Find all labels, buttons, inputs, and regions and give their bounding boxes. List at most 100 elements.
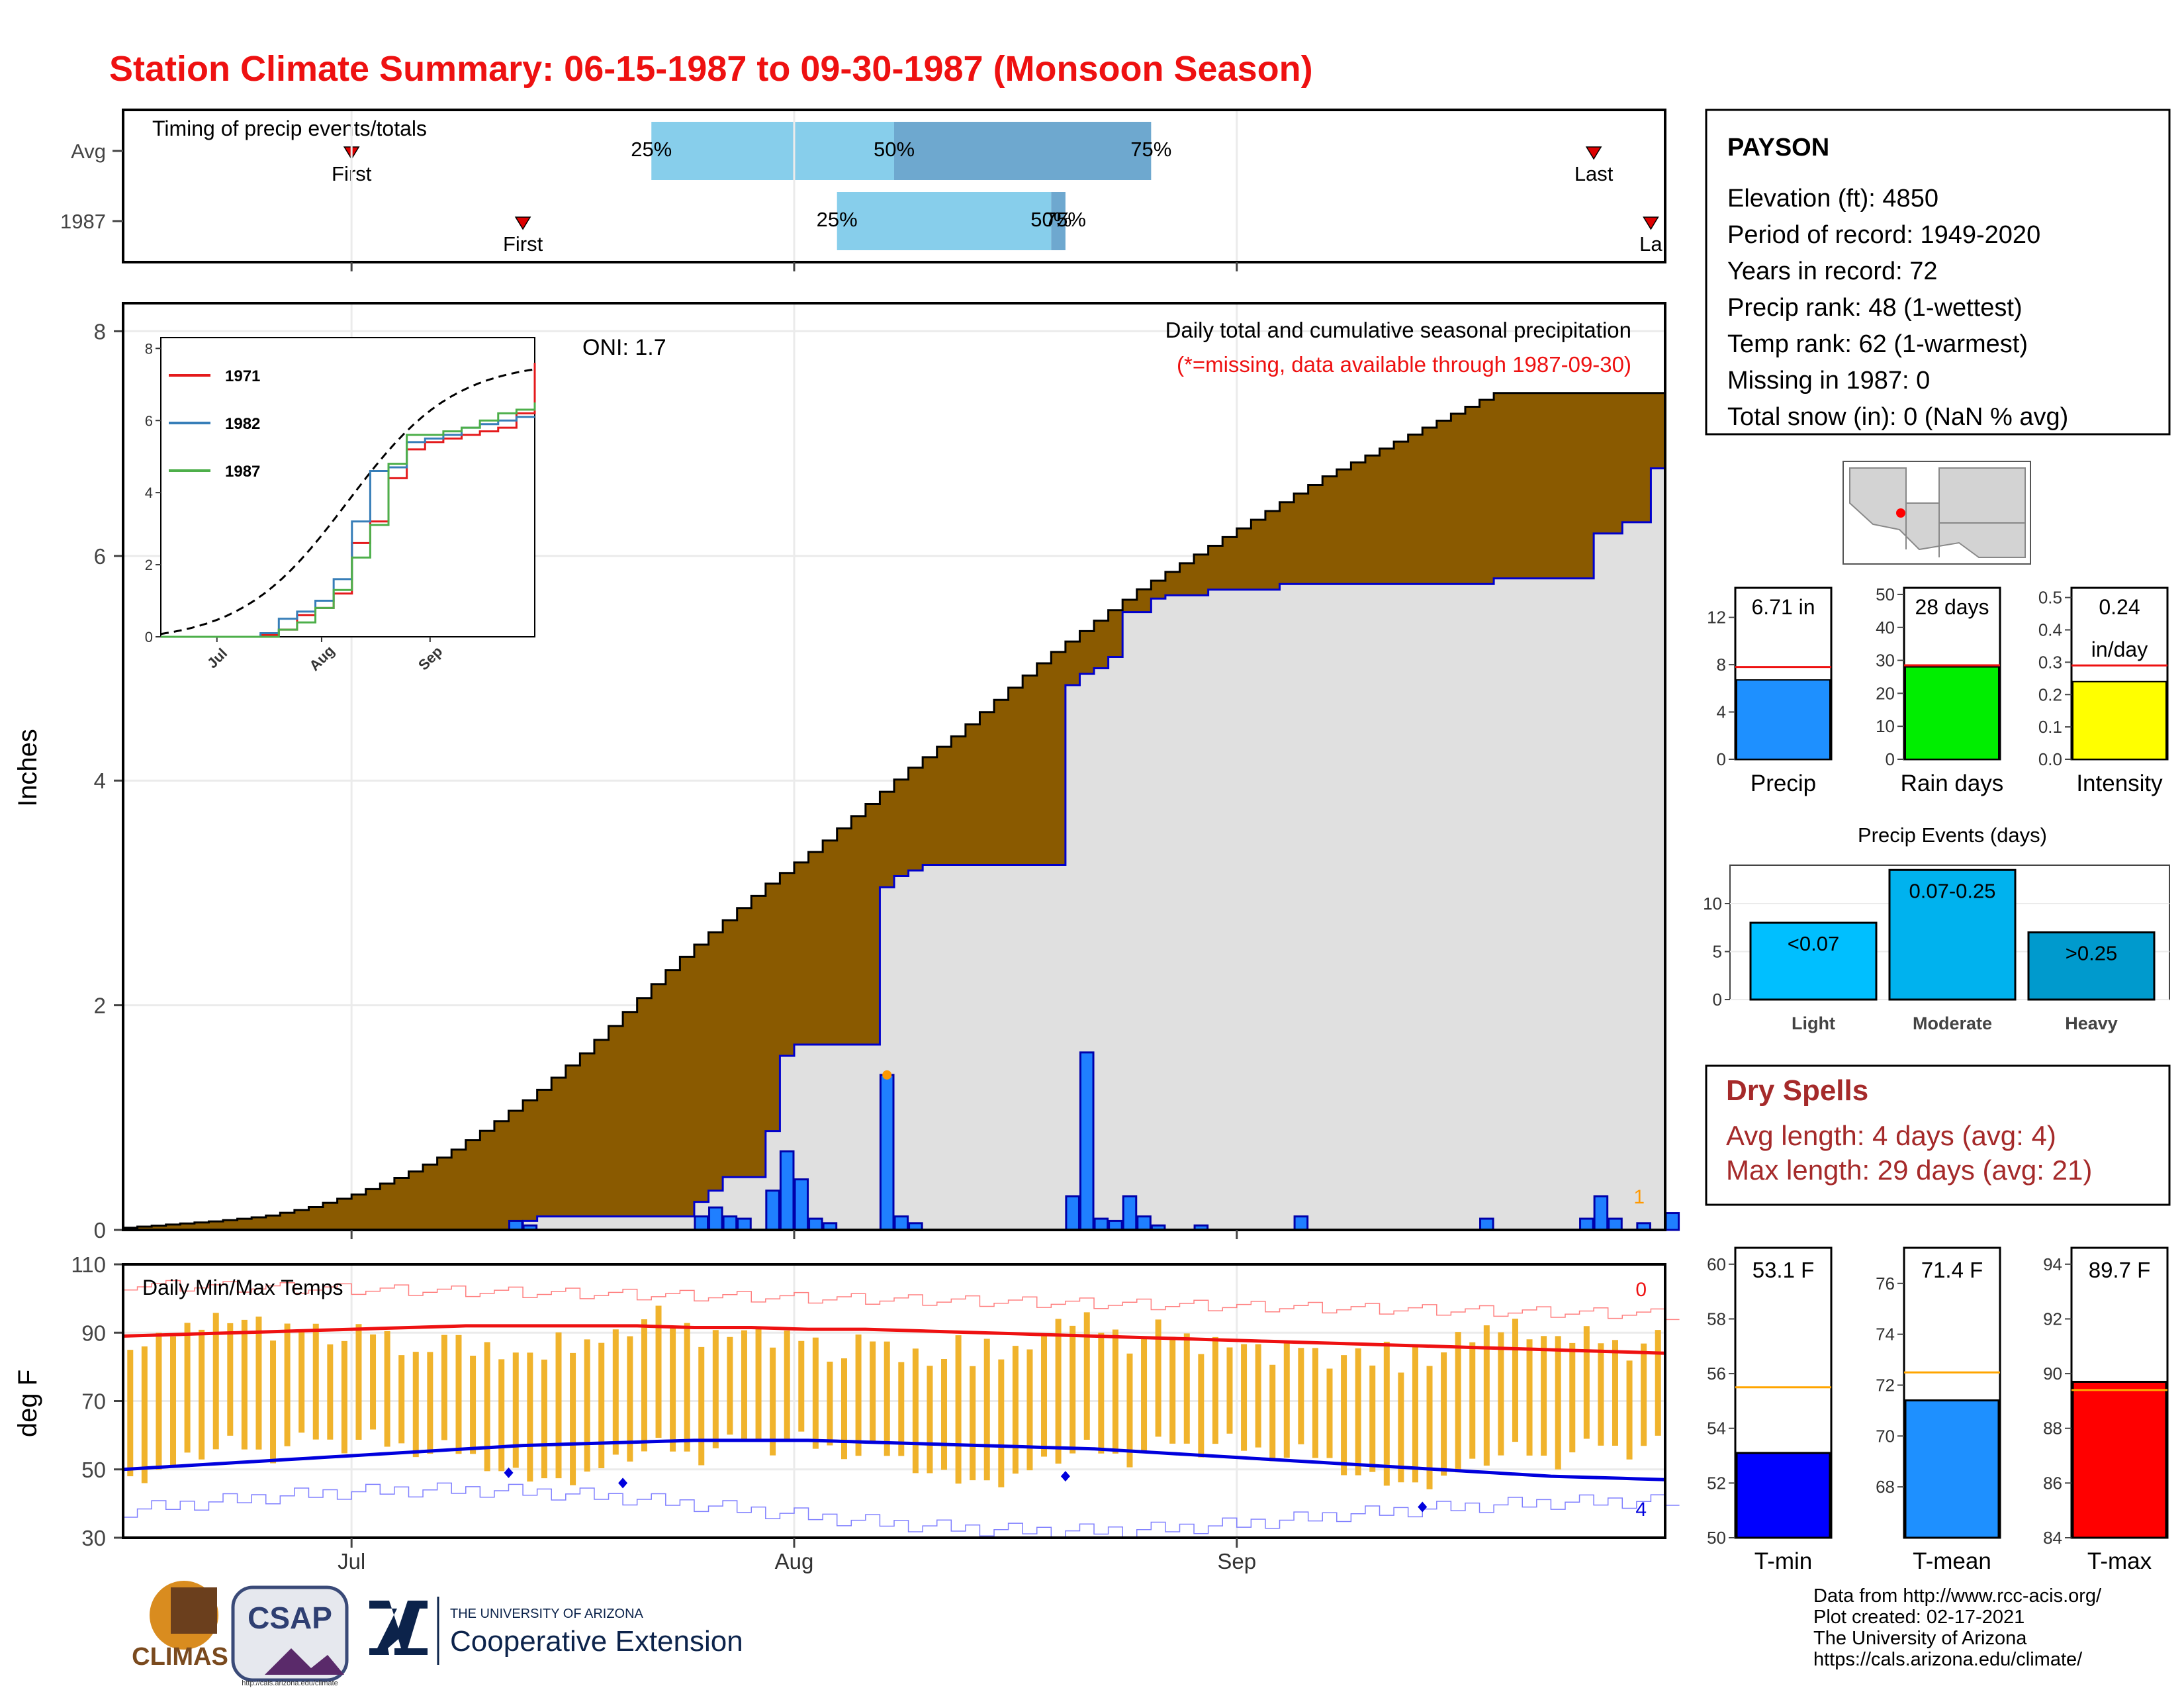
ua-logo-mark xyxy=(369,1601,428,1655)
record-low-marker xyxy=(1060,1471,1070,1482)
y-tick-label: 6 xyxy=(94,544,106,569)
precip-legend-title: Daily total and cumulative seasonal prec… xyxy=(1165,318,1631,342)
first-event-marker xyxy=(514,216,531,230)
record-marker xyxy=(882,1070,892,1080)
map-region xyxy=(1849,467,2026,558)
station-location-marker xyxy=(1896,508,1905,518)
deficit-area xyxy=(237,1219,252,1230)
deficit-area xyxy=(1536,393,1552,579)
y-tick-label: 70 xyxy=(81,1389,106,1414)
events-title: Precip Events (days) xyxy=(1858,823,2047,847)
footer-credit-line: Data from http://www.rcc-acis.org/ xyxy=(1813,1585,2102,1607)
summary-bar-tick-label: 30 xyxy=(1876,651,1895,671)
station-info-line: Period of record: 1949-2020 xyxy=(1727,221,2040,249)
deficit-area xyxy=(1023,675,1038,865)
summary-bar-value-label: 0.24 xyxy=(2099,595,2140,619)
temp-frame xyxy=(122,1263,1666,1539)
deficit-area xyxy=(508,1110,523,1230)
deficit-area xyxy=(608,1025,623,1217)
deficit-area xyxy=(208,1221,224,1230)
deficit-area xyxy=(851,816,866,1045)
deficit-area xyxy=(1336,469,1351,585)
deficit-area xyxy=(1579,393,1594,579)
deficit-area xyxy=(1094,620,1109,669)
ua-logo-big: Cooperative Extension xyxy=(450,1625,743,1658)
month-tick-label: Sep xyxy=(1217,1549,1256,1573)
deficit-area xyxy=(723,920,738,1178)
last-event-label: Last xyxy=(1574,162,1614,185)
temp-summary-tick-label: 50 xyxy=(1707,1528,1726,1548)
deficit-area xyxy=(680,957,695,1217)
inset-y-tick-label: 8 xyxy=(145,340,153,357)
temp-summary-tick-label: 52 xyxy=(1707,1473,1726,1493)
deficit-area xyxy=(1122,600,1138,612)
deficit-area xyxy=(137,1227,152,1230)
daily-precip-bar xyxy=(1122,1195,1138,1231)
summary-bar-tick-label: 0.3 xyxy=(2038,652,2062,672)
timing-bar-upper xyxy=(1051,192,1066,250)
csap-logo-text: CSAP xyxy=(248,1601,332,1635)
deficit-area xyxy=(594,1039,610,1217)
first-event-label: First xyxy=(503,232,543,256)
station-info-lines: Elevation (ft): 4850 Period of record: 19… xyxy=(1727,185,2068,431)
temp-summary-value-label: 89.7 F xyxy=(2089,1258,2151,1282)
deficit-area xyxy=(880,792,895,888)
inset-series-line xyxy=(161,402,536,638)
deficit-area xyxy=(951,736,966,865)
events-bar-category: Moderate xyxy=(1913,1013,1992,1033)
daily-precip-bar xyxy=(1479,1217,1494,1231)
daily-precip-bar xyxy=(722,1215,738,1231)
temp-summary-tick-label: 56 xyxy=(1707,1364,1726,1383)
deficit-area xyxy=(923,757,938,865)
temp-summary-tick-label: 60 xyxy=(1707,1254,1726,1274)
deficit-area xyxy=(1494,393,1509,579)
last-event-marker xyxy=(1585,146,1602,160)
events-bar-category: Light xyxy=(1792,1013,1835,1033)
inset-legend-label: 1987 xyxy=(225,463,260,481)
station-info-line: Temp rank: 62 (1-warmest) xyxy=(1727,330,2028,358)
deficit-area xyxy=(994,700,1009,865)
timing-label: Timing of precip events/totals xyxy=(152,117,427,140)
ua-logo-small: THE UNIVERSITY OF ARIZONA xyxy=(450,1607,644,1621)
events-bar-value-label: >0.25 xyxy=(2066,942,2117,965)
timing-bar-lower xyxy=(651,122,894,180)
deficit-area xyxy=(665,970,680,1217)
footer-credit-line: The University of Arizona xyxy=(1813,1628,2027,1649)
temp-summary-tick-label: 84 xyxy=(2043,1528,2062,1548)
timing-row-label: Avg xyxy=(71,140,106,163)
daily-precip-bar xyxy=(737,1217,752,1231)
csap-logo-cloud xyxy=(231,1585,349,1682)
deficit-area xyxy=(908,767,923,870)
cold-count: 4 xyxy=(1635,1499,1647,1521)
deficit-area xyxy=(565,1065,580,1217)
deficit-area xyxy=(580,1053,595,1217)
summary-bar-tick-label: 8 xyxy=(1717,655,1726,675)
temp-summary-tick-label: 58 xyxy=(1707,1309,1726,1329)
temp-summary-tick-label: 88 xyxy=(2043,1419,2062,1438)
summary-bars: 6.71 in Precip 0 4 8 12 28 days Rain days 0 10 20 3… xyxy=(1707,585,2169,796)
deficit-area xyxy=(1294,493,1309,585)
deficit-area xyxy=(1265,510,1281,590)
summary-bar-tick-label: 0.4 xyxy=(2038,620,2062,640)
record-high-envelope xyxy=(123,1280,1680,1321)
deficit-area xyxy=(780,872,795,1056)
temp-ylabel: deg F xyxy=(13,1370,42,1437)
deficit-area xyxy=(308,1207,324,1230)
timing-bar-lower xyxy=(837,192,1052,250)
deficit-area xyxy=(823,840,838,1045)
deficit-area xyxy=(1636,393,1652,522)
y-tick-label: 2 xyxy=(94,994,106,1018)
deficit-area xyxy=(1365,455,1381,585)
events-bar xyxy=(2027,931,2156,1001)
deficit-area xyxy=(1379,448,1394,585)
inset-series-line xyxy=(161,363,536,638)
timing-q75-label: 75% xyxy=(1045,208,1086,231)
footer-credit-line: https://cals.arizona.edu/climate/ xyxy=(1813,1649,2083,1670)
y-tick-label: 0 xyxy=(94,1218,106,1243)
deficit-area xyxy=(423,1164,438,1230)
summary-bar-tick-label: 0 xyxy=(1886,749,1895,769)
footer-credit-line: Plot created: 02-17-2021 xyxy=(1813,1607,2025,1628)
daily-precip-bar xyxy=(1593,1195,1609,1231)
